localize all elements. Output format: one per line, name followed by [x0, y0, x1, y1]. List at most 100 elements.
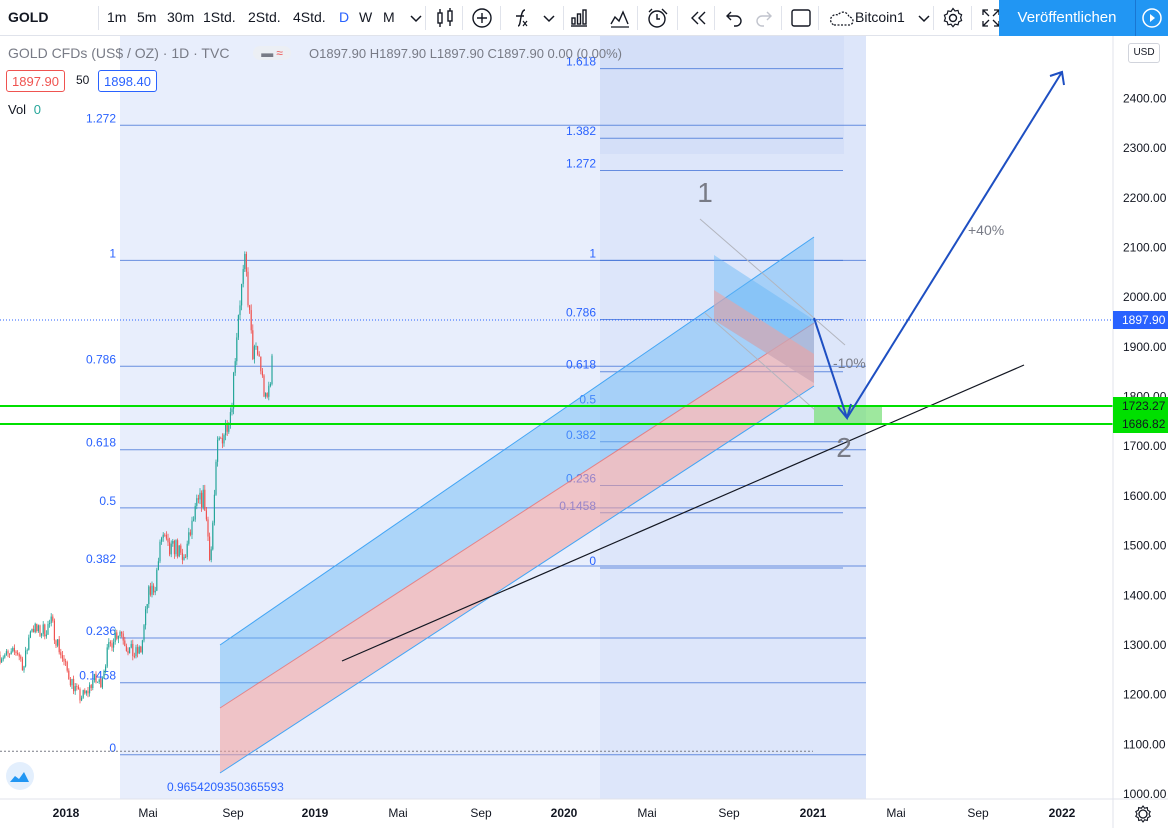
candle-down-body: [197, 498, 199, 500]
candle-down-body: [125, 646, 127, 651]
fx-icon[interactable]: [508, 6, 532, 30]
settings-icon[interactable]: [941, 6, 965, 30]
candle-up-body: [146, 604, 148, 610]
sell-price-box[interactable]: 1897.90: [6, 70, 65, 92]
candle-down-body: [263, 375, 265, 397]
candle-up-body: [161, 537, 163, 542]
ohlc-values: O1897.90 H1897.90 L1897.90 C1897.90 0.00…: [309, 46, 622, 61]
candle-down-body: [0, 654, 1, 663]
time-tick-label: 2018: [53, 806, 80, 820]
candle-up-body: [28, 637, 30, 650]
candle-down-body: [116, 632, 118, 639]
price-tick-label: 1200.00: [1123, 688, 1167, 702]
candle-up-body: [93, 673, 95, 681]
candle-down-body: [189, 532, 191, 535]
candle-up-body: [188, 532, 190, 544]
interval-4h[interactable]: 4Std.: [293, 9, 326, 25]
fib-left-level-label: 0.382: [86, 552, 116, 566]
candle-down-body: [60, 652, 62, 656]
candle-up-body: [41, 633, 43, 636]
divider: [818, 6, 819, 30]
templates-icon[interactable]: [608, 6, 632, 30]
interval-5m[interactable]: 5m: [137, 9, 157, 25]
interval-month[interactable]: M: [383, 9, 395, 25]
compare-icon[interactable]: [567, 6, 591, 30]
candle-up-body: [196, 498, 198, 506]
candles-icon[interactable]: [433, 6, 457, 30]
cloud-icon[interactable]: [827, 6, 855, 30]
chart-layout-name[interactable]: Bitcoin1: [855, 9, 905, 25]
candle-down-body: [65, 661, 67, 663]
candle-up-body: [159, 541, 161, 562]
fib-right-level-label: 1.382: [566, 124, 596, 138]
candle-down-body: [250, 310, 252, 331]
price-chart[interactable]: 1.272 1 0.786 0.618 0.5 0.382 0.236 0.1458 0 1.6…: [0, 36, 1168, 828]
play-icon: [1142, 8, 1162, 28]
divider: [677, 6, 678, 30]
candle-up-body: [233, 372, 235, 409]
candle-up-body: [236, 337, 238, 362]
channel-upper-band: [220, 237, 814, 708]
time-tick-label: Sep: [718, 806, 740, 820]
candle-up-body: [242, 269, 244, 284]
last-price-tag: [1113, 311, 1168, 329]
undo-icon[interactable]: [722, 6, 746, 30]
play-button[interactable]: [1135, 0, 1168, 36]
layout-icon[interactable]: [789, 6, 813, 30]
candle-down-body: [58, 639, 60, 653]
candle-up-body: [175, 540, 177, 555]
currency-button[interactable]: USD: [1128, 43, 1160, 63]
add-indicator-icon[interactable]: [470, 6, 494, 30]
price-axis[interactable]: 1000.00 1100.00 1200.00 1300.00 1400.00 1500.…: [1123, 91, 1167, 801]
chevron-down-icon[interactable]: [537, 6, 561, 30]
candle-up-body: [162, 534, 164, 538]
candle-up-body: [12, 647, 14, 652]
candle-up-body: [98, 679, 100, 683]
time-tick-label: 2020: [551, 806, 578, 820]
candle-up-body: [29, 631, 31, 638]
candle-up-body: [237, 315, 239, 338]
tv-logo-icon[interactable]: [6, 762, 34, 790]
time-axis[interactable]: 2018 Mai Sep 2019 Mai Sep 2020 Mai Sep 2021 Mai Sep…: [53, 806, 1076, 820]
alert-icon[interactable]: [645, 6, 669, 30]
fib-right-level-label: 1.272: [566, 157, 596, 171]
interval-1m[interactable]: 1m: [107, 9, 127, 25]
symbol-search[interactable]: GOLD: [8, 9, 49, 25]
legend-toggle-pill[interactable]: ▬ ≈: [253, 46, 291, 60]
interval-1h[interactable]: 1Std.: [203, 9, 236, 25]
candle-up-body: [193, 519, 195, 521]
candle-down-body: [164, 534, 166, 536]
fib-retracement-left: 1.272 1 0.786 0.618 0.5 0.382 0.236 0.1458 0: [0, 111, 866, 756]
candle-up-body: [225, 423, 227, 436]
interval-week[interactable]: W: [359, 9, 373, 25]
publish-button[interactable]: Veröffentlichen: [999, 0, 1135, 36]
candle-down-body: [177, 540, 179, 557]
level-tag-1723-text: 1723.27: [1122, 399, 1166, 413]
candle-up-body: [106, 647, 108, 667]
candle-up-body: [57, 639, 59, 646]
interval-2h[interactable]: 2Std.: [248, 9, 281, 25]
candle-up-body: [223, 435, 225, 444]
gear-icon[interactable]: [1135, 805, 1151, 823]
candle-down-body: [63, 658, 65, 662]
chevron-down-icon[interactable]: [912, 6, 936, 30]
candle-up-body: [138, 646, 140, 654]
candle-up-body: [97, 682, 99, 683]
symbol-legend[interactable]: GOLD CFDs (US$ / OZ) · 1D · TVC: [8, 45, 230, 61]
redo-icon[interactable]: [752, 6, 776, 30]
candle-down-body: [21, 658, 23, 671]
replay-icon[interactable]: [686, 6, 710, 30]
candle-down-body: [252, 330, 254, 360]
candle-up-body: [145, 609, 147, 626]
chevron-down-icon[interactable]: [404, 6, 428, 30]
candle-down-body: [55, 640, 57, 646]
candle-down-body: [7, 651, 9, 654]
fib-left-level-label: 0.618: [86, 436, 116, 450]
buy-price-box[interactable]: 1898.40: [98, 70, 157, 92]
projection-drop-arrow: [813, 317, 848, 419]
interval-day[interactable]: D: [339, 9, 350, 25]
fib-left-level-label: 0.786: [86, 352, 116, 366]
divider: [500, 6, 501, 30]
price-tick-label: 1400.00: [1123, 588, 1167, 602]
interval-30m[interactable]: 30m: [167, 9, 195, 25]
